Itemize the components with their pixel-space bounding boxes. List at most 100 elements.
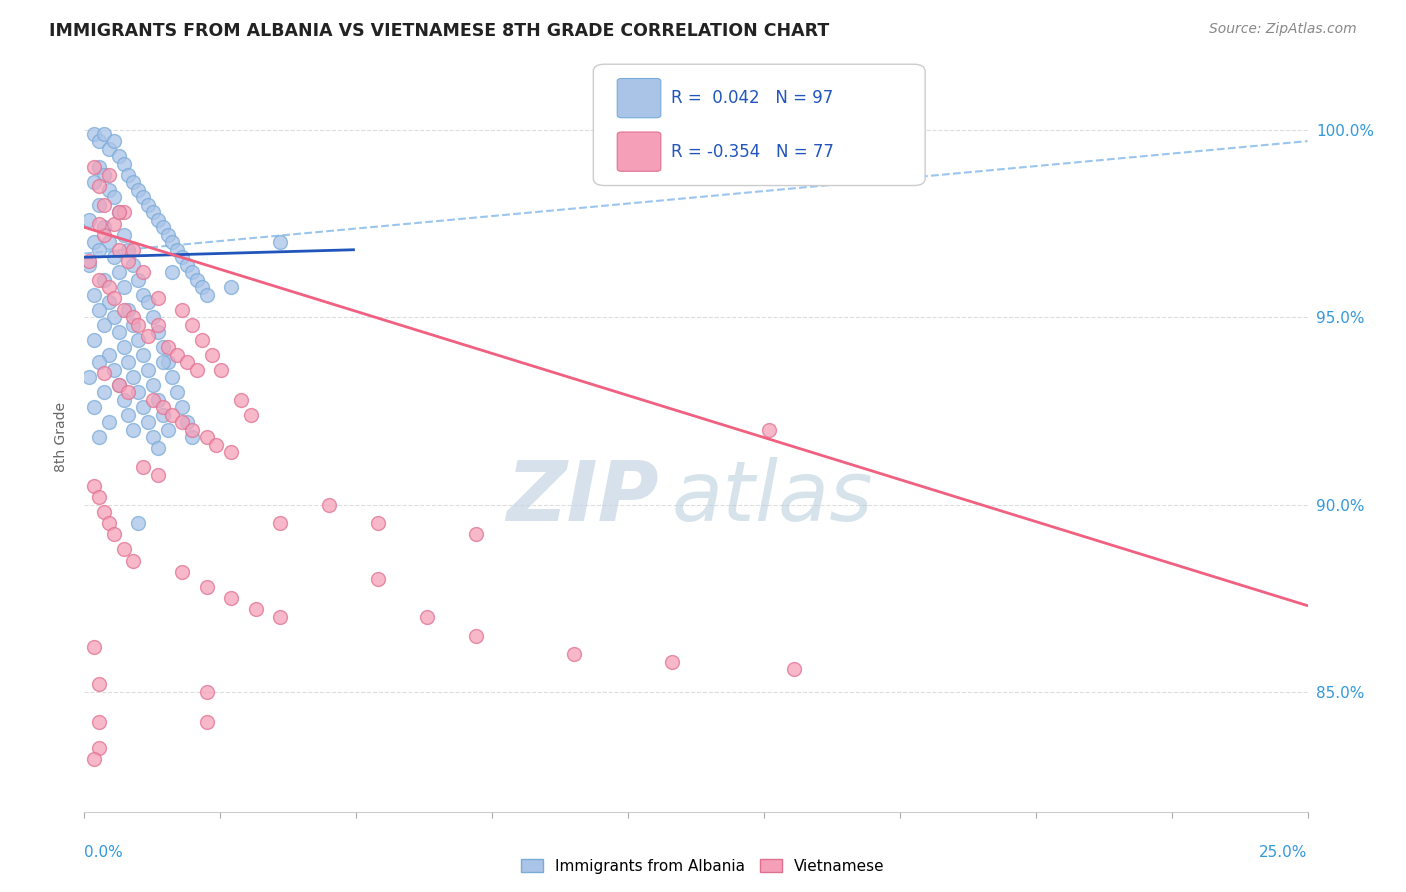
- Point: [97, 516, 120, 531]
- Point: [127, 333, 149, 347]
- Point: [93, 127, 115, 141]
- Point: [112, 302, 135, 317]
- Text: 25.0%: 25.0%: [1260, 846, 1308, 861]
- Text: ZIP: ZIP: [506, 457, 659, 538]
- Point: [97, 415, 120, 429]
- Point: [152, 220, 174, 235]
- Point: [87, 490, 110, 504]
- Point: [117, 385, 139, 400]
- Point: [107, 325, 129, 339]
- Point: [219, 591, 242, 606]
- Point: [107, 205, 129, 219]
- Point: [464, 629, 486, 643]
- Point: [136, 329, 159, 343]
- Point: [117, 168, 139, 182]
- Point: [156, 423, 179, 437]
- Point: [87, 134, 110, 148]
- Point: [83, 287, 105, 301]
- Point: [122, 310, 145, 325]
- Point: [93, 220, 115, 235]
- Point: [166, 385, 188, 400]
- Point: [146, 318, 169, 332]
- Point: [146, 212, 169, 227]
- Point: [156, 227, 179, 242]
- Point: [107, 243, 129, 257]
- Point: [93, 505, 115, 519]
- Point: [93, 227, 115, 242]
- Point: [136, 362, 159, 376]
- Text: R = -0.354   N = 77: R = -0.354 N = 77: [671, 143, 834, 161]
- Point: [176, 355, 198, 369]
- Point: [176, 258, 198, 272]
- Point: [209, 362, 232, 376]
- Point: [162, 265, 184, 279]
- Point: [117, 302, 139, 317]
- Point: [103, 362, 125, 376]
- Point: [205, 437, 228, 451]
- Point: [97, 235, 120, 250]
- Text: atlas: atlas: [672, 457, 873, 538]
- Point: [186, 362, 208, 376]
- Point: [83, 479, 105, 493]
- Point: [195, 430, 218, 444]
- Point: [127, 318, 149, 332]
- Point: [77, 370, 100, 384]
- Point: [146, 442, 169, 456]
- Point: [200, 348, 222, 362]
- Point: [83, 333, 105, 347]
- Point: [117, 243, 139, 257]
- Point: [122, 423, 145, 437]
- Point: [195, 714, 218, 729]
- Point: [87, 302, 110, 317]
- Point: [117, 355, 139, 369]
- Point: [156, 340, 179, 354]
- Point: [181, 318, 204, 332]
- Point: [107, 205, 129, 219]
- Point: [132, 265, 155, 279]
- Point: [142, 430, 165, 444]
- Point: [132, 348, 155, 362]
- Point: [136, 198, 159, 212]
- Point: [122, 554, 145, 568]
- Point: [87, 273, 110, 287]
- Point: [152, 408, 174, 422]
- Point: [87, 430, 110, 444]
- Point: [181, 265, 204, 279]
- Text: 0.0%: 0.0%: [84, 846, 124, 861]
- Point: [122, 370, 145, 384]
- Point: [269, 516, 291, 531]
- Point: [127, 385, 149, 400]
- Point: [103, 527, 125, 541]
- Point: [127, 183, 149, 197]
- Point: [112, 392, 135, 407]
- Point: [176, 415, 198, 429]
- Point: [464, 527, 486, 541]
- Point: [758, 423, 780, 437]
- Point: [152, 400, 174, 414]
- Point: [367, 573, 389, 587]
- Point: [97, 295, 120, 310]
- Point: [146, 325, 169, 339]
- Point: [127, 516, 149, 531]
- Point: [87, 714, 110, 729]
- Point: [181, 430, 204, 444]
- Point: [132, 460, 155, 475]
- Point: [112, 542, 135, 557]
- Point: [191, 280, 214, 294]
- Point: [162, 370, 184, 384]
- Point: [239, 408, 262, 422]
- Point: [229, 392, 252, 407]
- Point: [93, 168, 115, 182]
- Point: [122, 243, 145, 257]
- Point: [117, 408, 139, 422]
- Point: [162, 235, 184, 250]
- Point: [112, 227, 135, 242]
- Point: [219, 280, 242, 294]
- Point: [87, 161, 110, 175]
- Point: [97, 142, 120, 156]
- Point: [103, 134, 125, 148]
- Point: [77, 254, 100, 268]
- Point: [146, 292, 169, 306]
- Legend: Immigrants from Albania, Vietnamese: Immigrants from Albania, Vietnamese: [516, 853, 890, 880]
- Point: [112, 205, 135, 219]
